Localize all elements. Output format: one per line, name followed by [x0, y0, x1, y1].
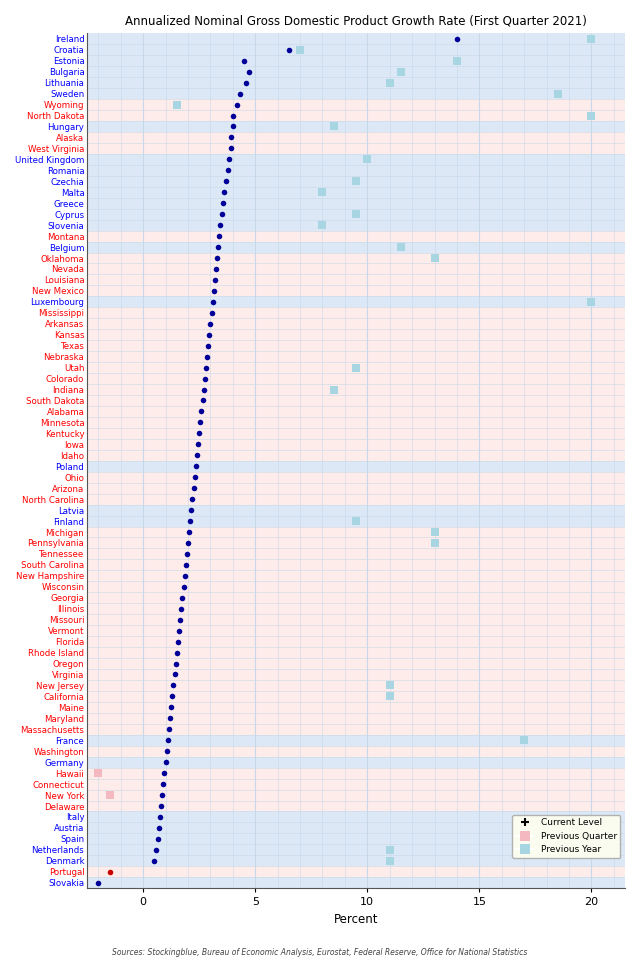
Bar — [87, 636, 625, 647]
Bar — [87, 471, 625, 483]
Bar — [87, 373, 625, 384]
Bar — [87, 647, 625, 658]
Bar — [87, 570, 625, 582]
Bar — [87, 746, 625, 756]
X-axis label: Percent: Percent — [334, 913, 378, 925]
Bar — [87, 669, 625, 680]
Bar — [87, 483, 625, 493]
Bar — [87, 297, 625, 307]
Bar — [87, 538, 625, 548]
Bar — [87, 505, 625, 516]
Bar — [87, 230, 625, 242]
Bar — [87, 77, 625, 88]
Bar — [87, 855, 625, 866]
Bar — [87, 417, 625, 428]
Bar — [87, 603, 625, 614]
Bar — [87, 428, 625, 439]
Bar — [87, 252, 625, 263]
Bar — [87, 56, 625, 66]
Bar — [87, 450, 625, 461]
Bar — [87, 614, 625, 625]
Bar — [87, 833, 625, 845]
Bar — [87, 680, 625, 691]
Bar — [87, 548, 625, 560]
Bar — [87, 220, 625, 230]
Bar — [87, 384, 625, 395]
Bar — [87, 275, 625, 285]
Bar — [87, 88, 625, 99]
Bar — [87, 187, 625, 198]
Bar — [87, 789, 625, 801]
Bar — [87, 143, 625, 154]
Bar — [87, 801, 625, 811]
Bar — [87, 154, 625, 165]
Bar — [87, 362, 625, 373]
Bar — [87, 866, 625, 877]
Bar — [87, 461, 625, 471]
Bar — [87, 493, 625, 505]
Legend: Current Level, Previous Quarter, Previous Year: Current Level, Previous Quarter, Previou… — [512, 815, 621, 858]
Bar — [87, 702, 625, 713]
Bar — [87, 439, 625, 450]
Bar — [87, 526, 625, 538]
Bar — [87, 811, 625, 823]
Bar — [87, 285, 625, 297]
Bar — [87, 242, 625, 252]
Bar — [87, 329, 625, 340]
Bar — [87, 176, 625, 187]
Bar — [87, 66, 625, 77]
Text: Sources: Stockingblue, Bureau of Economic Analysis, Eurostat, Federal Reserve, O: Sources: Stockingblue, Bureau of Economi… — [112, 948, 528, 957]
Bar — [87, 724, 625, 734]
Bar — [87, 99, 625, 110]
Bar — [87, 756, 625, 768]
Bar — [87, 395, 625, 406]
Bar — [87, 121, 625, 132]
Bar — [87, 340, 625, 351]
Bar — [87, 877, 625, 888]
Bar — [87, 165, 625, 176]
Bar — [87, 307, 625, 319]
Bar — [87, 823, 625, 833]
Bar — [87, 560, 625, 570]
Bar — [87, 319, 625, 329]
Bar — [87, 658, 625, 669]
Bar — [87, 713, 625, 724]
Bar — [87, 779, 625, 789]
Bar — [87, 734, 625, 746]
Bar — [87, 845, 625, 855]
Bar — [87, 592, 625, 603]
Bar — [87, 768, 625, 779]
Bar — [87, 263, 625, 275]
Bar — [87, 691, 625, 702]
Bar — [87, 351, 625, 362]
Title: Annualized Nominal Gross Domestic Product Growth Rate (First Quarter 2021): Annualized Nominal Gross Domestic Produc… — [125, 15, 587, 28]
Bar — [87, 110, 625, 121]
Bar — [87, 208, 625, 220]
Bar — [87, 406, 625, 417]
Bar — [87, 44, 625, 56]
Bar — [87, 625, 625, 636]
Bar — [87, 516, 625, 526]
Bar — [87, 34, 625, 44]
Bar — [87, 198, 625, 208]
Bar — [87, 132, 625, 143]
Bar — [87, 582, 625, 592]
